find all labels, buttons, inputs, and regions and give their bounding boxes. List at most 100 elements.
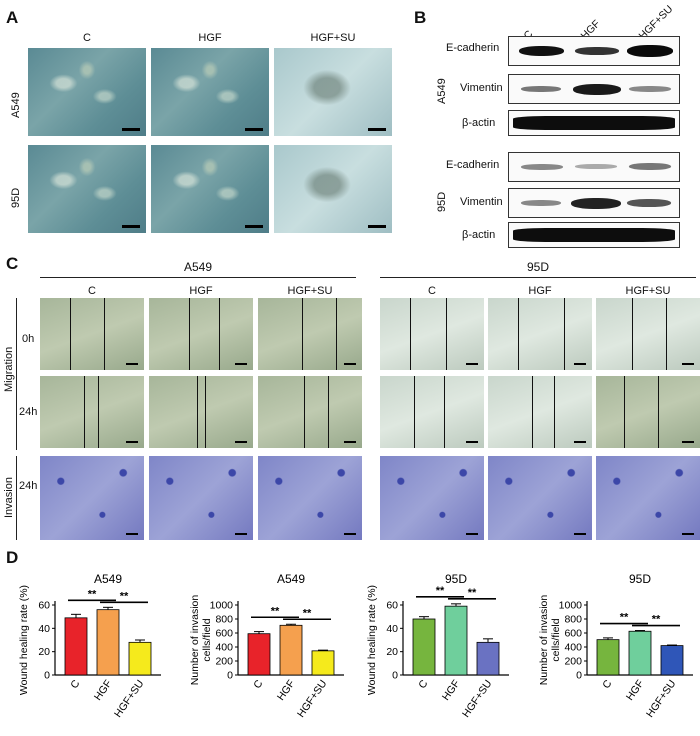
- bar-hgf-su: [476, 641, 500, 676]
- significance-label: **: [88, 588, 97, 600]
- y-tick-label: 0: [392, 670, 398, 682]
- panel-a-row-95d: 95D: [10, 187, 22, 208]
- chart-95d-invasion: 95D Number of invasioncells/field 0 200 400 6…: [538, 572, 693, 720]
- bar-c: [247, 633, 271, 676]
- y-tick-label: 200: [564, 656, 582, 668]
- panel-a-col-hgfsu: HGF+SU: [310, 32, 356, 44]
- blot-label-95d-actin: β-actin: [462, 229, 496, 241]
- invasion-bracket: [16, 456, 17, 540]
- x-tick-label: C: [251, 678, 265, 691]
- invasion-a549-hgf: [149, 456, 253, 540]
- panel-c-95d-title: 95D: [526, 260, 549, 274]
- invasion-a549-hgfsu: [258, 456, 362, 540]
- y-tick-label: 400: [564, 642, 582, 654]
- panel-c-a549-title: A549: [183, 260, 213, 274]
- bar-hgf: [444, 605, 468, 676]
- blot-a549-ecadherin: [508, 36, 680, 66]
- panel-c-95d-rule: [380, 277, 696, 278]
- invasion-95d-hgfsu: [596, 456, 700, 540]
- chart-title: 95D: [629, 572, 651, 586]
- blot-label-95d-ecad: E-cadherin: [446, 159, 500, 171]
- bar-hgf-su: [311, 650, 335, 676]
- significance-label: **: [652, 614, 661, 626]
- significance-label: **: [436, 585, 445, 597]
- panel-a-col-hgf: HGF: [198, 32, 222, 44]
- timepoint-24h-migration: 24h: [19, 406, 38, 418]
- panel-a-col-c: C: [83, 32, 91, 44]
- chart-a549-invasion: A549 Number of invasioncells/field 0 200 400…: [189, 572, 344, 720]
- wound-a549-c-24h: [40, 376, 144, 448]
- panel-c-letter: C: [6, 254, 19, 273]
- scale-bar: [122, 128, 140, 131]
- panel-c-invasion-label: Invasion: [3, 477, 15, 518]
- chart-title: A549: [94, 572, 122, 586]
- chart-95d-wound-healing: 95D Wound healing rate (%) 0 20 40 60 C HGFHGF+…: [366, 572, 509, 720]
- wound-a549-hgf-0h: [149, 298, 253, 370]
- panel-c-a549-rule: [40, 277, 356, 278]
- panel-a-row-a549: A549: [10, 92, 22, 118]
- significance-label: **: [271, 605, 280, 617]
- scale-bar: [245, 225, 263, 228]
- bar-hgf: [628, 630, 652, 676]
- x-tick-label: HGF: [624, 678, 647, 703]
- chart-title: 95D: [445, 572, 467, 586]
- y-tick-label: 20: [38, 646, 50, 658]
- bar-c: [596, 639, 620, 676]
- panel-c-95d-col-c: C: [428, 285, 436, 297]
- wound-a549-hgf-24h: [149, 376, 253, 448]
- blot-label-a549-ecad: E-cadherin: [446, 42, 500, 54]
- micrograph-a549-hgf: [151, 48, 269, 136]
- micrograph-a549-hgfsu: [274, 48, 392, 136]
- panel-d-letter: D: [6, 548, 19, 567]
- blot-label-a549-actin: β-actin: [462, 117, 496, 129]
- scale-bar: [245, 128, 263, 131]
- y-tick-label: 1000: [559, 600, 583, 612]
- y-tick-label: 400: [215, 642, 233, 654]
- blot-a549-vimentin: [508, 74, 680, 104]
- panel-b-group-a549: A549: [436, 78, 448, 104]
- wound-a549-hgfsu-0h: [258, 298, 362, 370]
- invasion-95d-hgf: [488, 456, 592, 540]
- y-tick-label: 60: [386, 600, 398, 612]
- significance-label: **: [303, 607, 312, 619]
- y-axis-label: Wound healing rate (%): [366, 585, 378, 695]
- panel-b-group-95d: 95D: [436, 191, 448, 212]
- migration-bracket: [16, 298, 17, 450]
- y-tick-label: 800: [215, 614, 233, 626]
- y-tick-label: 200: [215, 656, 233, 668]
- micrograph-a549-c: [28, 48, 146, 136]
- micrograph-95d-hgf: [151, 145, 269, 233]
- blot-95d-vimentin: [508, 188, 680, 218]
- x-tick-label: HGF+SU: [460, 678, 494, 720]
- bar-c: [412, 618, 436, 676]
- bar-hgf-su: [660, 645, 684, 676]
- panel-c-a549-col-c: C: [88, 285, 96, 297]
- scale-bar: [368, 225, 386, 228]
- panel-b-letter: B: [414, 8, 427, 27]
- blot-a549-actin: [508, 110, 680, 136]
- x-tick-label: HGF: [92, 678, 115, 703]
- wound-95d-hgfsu-24h: [596, 376, 700, 448]
- wound-95d-c-0h: [380, 298, 484, 370]
- wound-95d-hgf-0h: [488, 298, 592, 370]
- significance-label: **: [468, 587, 477, 599]
- y-tick-label: 1000: [210, 600, 234, 612]
- y-tick-label: 0: [576, 670, 582, 682]
- x-tick-label: HGF+SU: [644, 678, 678, 720]
- panel-a-letter: A: [6, 8, 19, 27]
- y-tick-label: 20: [386, 646, 398, 658]
- bar-hgf-su: [128, 641, 152, 676]
- micrograph-95d-hgfsu: [274, 145, 392, 233]
- y-axis-label: Wound healing rate (%): [18, 585, 30, 695]
- invasion-95d-c: [380, 456, 484, 540]
- x-tick-label: C: [600, 678, 614, 691]
- y-tick-label: 600: [564, 628, 582, 640]
- x-tick-label: HGF+SU: [112, 678, 146, 720]
- scale-bar: [368, 128, 386, 131]
- timepoint-24h-invasion: 24h: [19, 480, 38, 492]
- blot-label-95d-vim: Vimentin: [460, 196, 503, 208]
- bar-hgf: [279, 624, 303, 676]
- micrograph-95d-c: [28, 145, 146, 233]
- x-tick-label: HGF: [440, 678, 463, 703]
- significance-label: **: [620, 612, 629, 624]
